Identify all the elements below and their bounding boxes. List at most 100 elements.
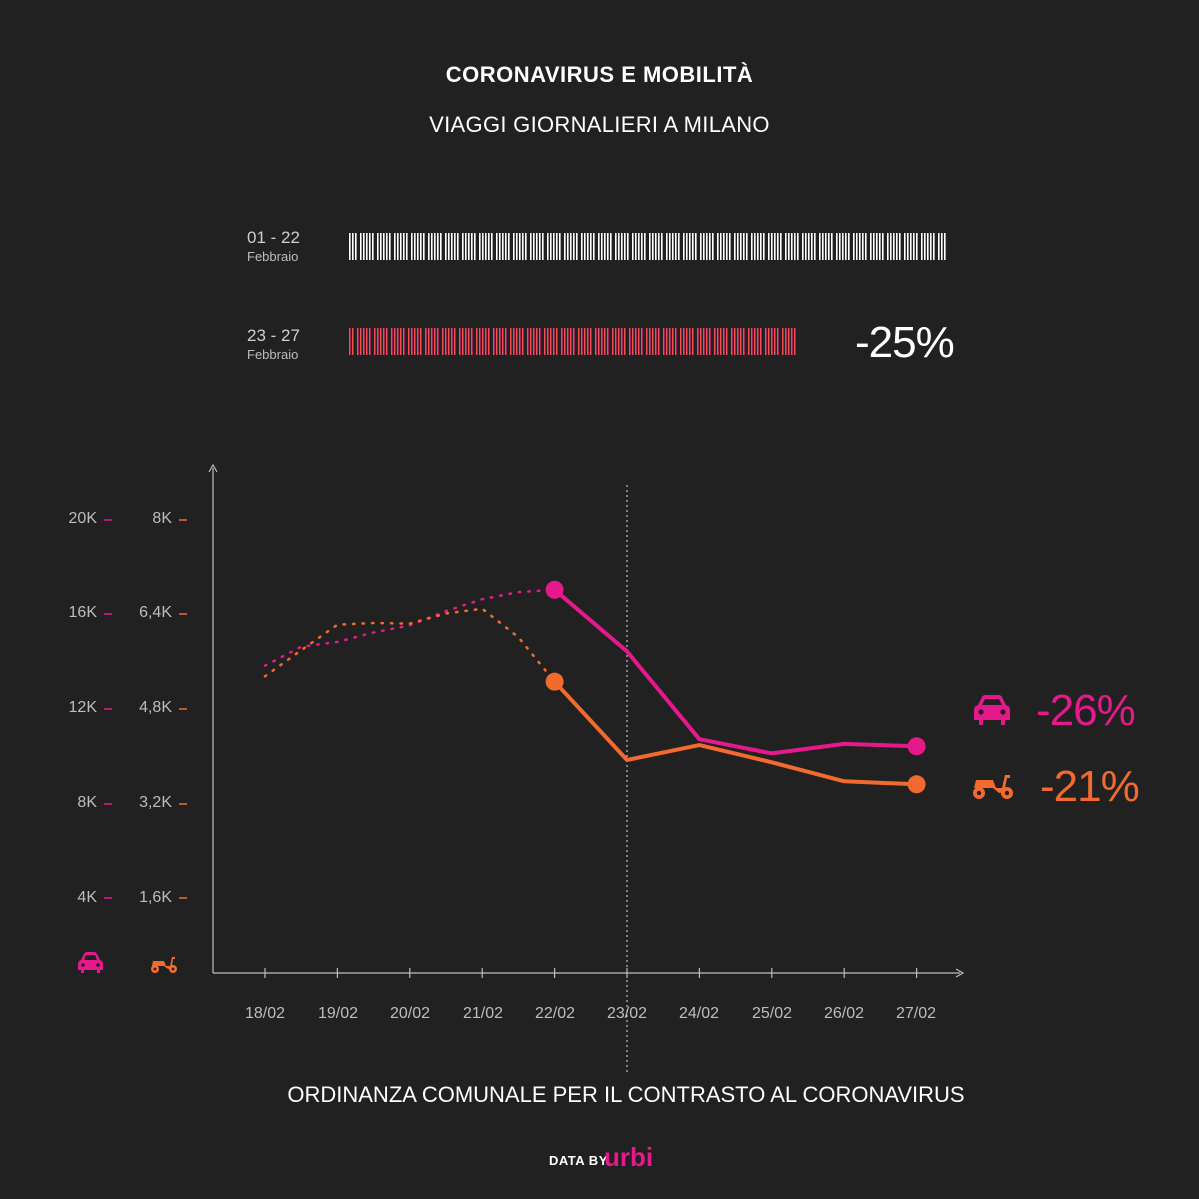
barcode-line bbox=[411, 328, 413, 355]
barcode-line bbox=[842, 233, 844, 260]
period-after-sublabel: Febbraio bbox=[247, 347, 299, 362]
barcode-line bbox=[751, 233, 753, 260]
barcode-line bbox=[703, 328, 705, 355]
barcode-line bbox=[459, 328, 461, 355]
barcode-line bbox=[797, 233, 799, 260]
barcode-line bbox=[437, 233, 439, 260]
barcode-line bbox=[822, 233, 824, 260]
barcode-line bbox=[845, 233, 847, 260]
barcode-line bbox=[771, 233, 773, 260]
barcode-line bbox=[836, 233, 838, 260]
barcode-line bbox=[581, 233, 583, 260]
barcode-line bbox=[448, 328, 450, 355]
barcode-line bbox=[598, 233, 600, 260]
barcode-line bbox=[573, 328, 575, 355]
barcode-line bbox=[380, 328, 382, 355]
barcode-line bbox=[604, 233, 606, 260]
barcode-line bbox=[357, 328, 359, 355]
barcode-line bbox=[366, 233, 368, 260]
barcode-line bbox=[479, 328, 481, 355]
barcode-line bbox=[831, 233, 833, 260]
barcode-line bbox=[386, 233, 388, 260]
barcode-line bbox=[567, 328, 569, 355]
barcode-line bbox=[400, 328, 402, 355]
barcode-line bbox=[610, 233, 612, 260]
barcode-line bbox=[360, 328, 362, 355]
chart-axes bbox=[208, 463, 965, 978]
barcode-line bbox=[372, 233, 374, 260]
barcode-line bbox=[907, 233, 909, 260]
barcode-line bbox=[703, 233, 705, 260]
barcode-line bbox=[754, 233, 756, 260]
barcode-line bbox=[890, 233, 892, 260]
barcode-line bbox=[930, 233, 932, 260]
barcode-line bbox=[570, 233, 572, 260]
barcode-line bbox=[485, 233, 487, 260]
barcode-line bbox=[689, 328, 691, 355]
barcode-line bbox=[644, 233, 646, 260]
barcode-line bbox=[553, 233, 555, 260]
barcode-line bbox=[525, 233, 527, 260]
barcode-line bbox=[777, 328, 779, 355]
barcode-line bbox=[768, 328, 770, 355]
x-tick-label: 27/02 bbox=[895, 1005, 937, 1022]
barcode-line bbox=[576, 233, 578, 260]
barcode-line bbox=[389, 233, 391, 260]
barcode-line bbox=[482, 233, 484, 260]
barcode-line bbox=[499, 233, 501, 260]
barcode-line bbox=[692, 328, 694, 355]
barcode-line bbox=[916, 233, 918, 260]
barcode-line bbox=[440, 233, 442, 260]
barcode-line bbox=[434, 233, 436, 260]
barcode-line bbox=[386, 328, 388, 355]
series-dotted-line bbox=[263, 588, 556, 667]
barcode-line bbox=[802, 233, 804, 260]
barcode-line bbox=[366, 328, 368, 355]
barcode-line bbox=[748, 328, 750, 355]
barcode-line bbox=[420, 233, 422, 260]
barcode-line bbox=[349, 328, 351, 355]
barcode-line bbox=[496, 233, 498, 260]
period-before-bar bbox=[349, 233, 946, 260]
barcode-line bbox=[811, 233, 813, 260]
barcode-line bbox=[865, 233, 867, 260]
barcode-line bbox=[635, 233, 637, 260]
series-end-point bbox=[907, 775, 926, 794]
barcode-line bbox=[437, 328, 439, 355]
barcode-line bbox=[598, 328, 600, 355]
barcode-line bbox=[746, 233, 748, 260]
barcode-line bbox=[788, 328, 790, 355]
barcode-line bbox=[527, 328, 529, 355]
barcode-line bbox=[590, 233, 592, 260]
barcode-line bbox=[669, 328, 671, 355]
barcode-line bbox=[771, 328, 773, 355]
barcode-line bbox=[607, 233, 609, 260]
y-right-tick-label: 3,2K bbox=[139, 794, 172, 811]
barcode-line bbox=[411, 233, 413, 260]
barcode-line bbox=[434, 328, 436, 355]
barcode-line bbox=[556, 233, 558, 260]
barcode-line bbox=[431, 328, 433, 355]
barcode-line bbox=[428, 233, 430, 260]
barcode-line bbox=[428, 328, 430, 355]
barcode-line bbox=[468, 328, 470, 355]
barcode-line bbox=[542, 233, 544, 260]
barcode-line bbox=[785, 233, 787, 260]
x-axis-arrow bbox=[955, 968, 965, 978]
scooter-change-value: -21% bbox=[1040, 762, 1140, 811]
barcode-line bbox=[635, 328, 637, 355]
barcode-line bbox=[502, 328, 504, 355]
scooter-icon bbox=[151, 957, 177, 973]
x-tick-label: 24/02 bbox=[678, 1005, 720, 1022]
barcode-line bbox=[522, 233, 524, 260]
barcode-line bbox=[508, 233, 510, 260]
barcode-line bbox=[686, 328, 688, 355]
barcode-line bbox=[763, 233, 765, 260]
barcode-line bbox=[567, 233, 569, 260]
barcode-line bbox=[423, 233, 425, 260]
barcode-line bbox=[859, 233, 861, 260]
barcode-line bbox=[414, 328, 416, 355]
barcode-line bbox=[573, 233, 575, 260]
barcode-line bbox=[913, 233, 915, 260]
barcode-line bbox=[391, 328, 393, 355]
